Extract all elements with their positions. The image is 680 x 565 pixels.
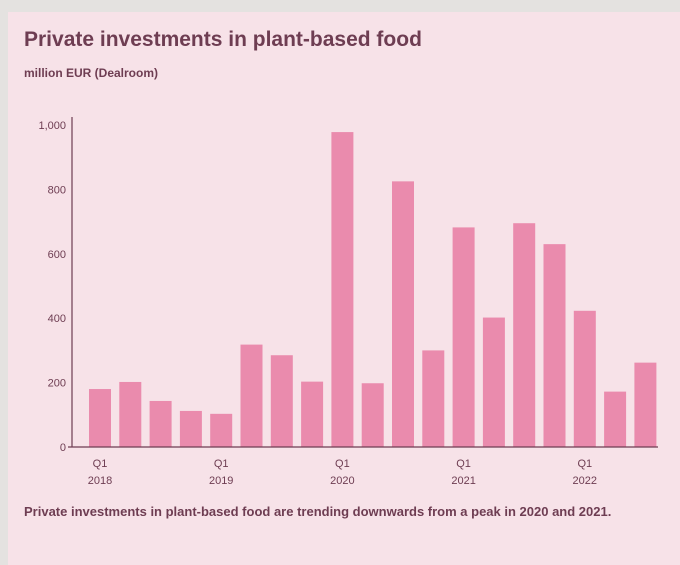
- x-tick-year-label: 2020: [330, 475, 354, 487]
- bar: [119, 381, 142, 447]
- bar: [513, 223, 536, 447]
- bar: [89, 389, 111, 447]
- bar: [392, 181, 414, 447]
- bar: [179, 410, 202, 447]
- y-tick-label: 1,000: [38, 120, 66, 132]
- bar: [422, 350, 445, 447]
- y-tick-label: 0: [60, 442, 66, 454]
- bar-chart: 0 200 400 600 800 1,000 Q1 2018 Q1 2019 Q1 2020 Q1 20…: [38, 117, 658, 487]
- x-tick-quarter-label: Q1: [93, 458, 108, 470]
- chart-caption: Private investments in plant-based food …: [24, 504, 612, 519]
- y-tick-label: 200: [48, 378, 66, 390]
- bar: [301, 381, 324, 447]
- bar: [543, 244, 566, 447]
- x-tick-year-label: 2018: [88, 475, 112, 487]
- x-tick-year-label: 2022: [573, 475, 597, 487]
- y-tick-label: 400: [48, 313, 66, 325]
- bar: [634, 362, 657, 447]
- bar: [210, 413, 233, 447]
- bar: [331, 132, 354, 448]
- x-tick-quarter-label: Q1: [335, 458, 350, 470]
- bar: [604, 391, 627, 447]
- bar: [240, 344, 263, 447]
- x-tick-year-label: 2019: [209, 475, 233, 487]
- chart-title: Private investments in plant-based food: [24, 28, 422, 51]
- bar: [361, 383, 384, 447]
- bar: [270, 355, 293, 447]
- x-tick-year-label: 2021: [451, 475, 475, 487]
- x-tick-quarter-label: Q1: [577, 458, 592, 470]
- x-tick-quarter-label: Q1: [456, 458, 471, 470]
- chart-subtitle: million EUR (Dealroom): [24, 66, 159, 80]
- bar: [482, 317, 505, 447]
- y-tick-label: 800: [48, 184, 66, 196]
- bar: [149, 400, 172, 447]
- bar: [452, 227, 475, 447]
- y-tick-label: 600: [48, 249, 66, 261]
- bar: [573, 310, 596, 447]
- x-tick-quarter-label: Q1: [214, 458, 229, 470]
